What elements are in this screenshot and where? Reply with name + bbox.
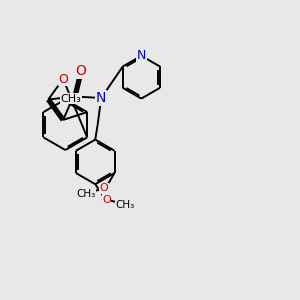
Text: O: O xyxy=(75,64,86,78)
Text: CH₃: CH₃ xyxy=(76,189,95,199)
Text: O: O xyxy=(58,73,68,85)
Text: O: O xyxy=(102,195,111,205)
Text: N: N xyxy=(136,49,146,62)
Text: O: O xyxy=(100,184,109,194)
Text: N: N xyxy=(96,91,106,105)
Text: CH₃: CH₃ xyxy=(116,200,135,210)
Text: CH₃: CH₃ xyxy=(60,94,81,103)
